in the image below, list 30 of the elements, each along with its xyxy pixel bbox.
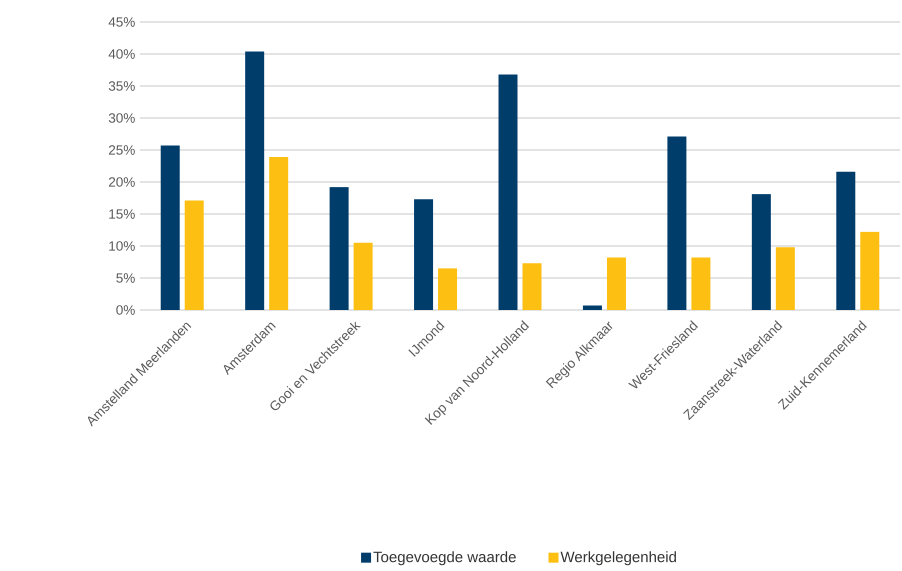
bar	[498, 74, 518, 310]
y-tick-label: 40%	[108, 49, 135, 59]
bar	[354, 242, 373, 310]
y-tick-label: 5%	[116, 273, 135, 283]
bar	[269, 157, 288, 310]
bar	[414, 199, 434, 310]
bar	[776, 247, 795, 310]
bar	[582, 306, 602, 310]
legend-label: Toegevoegde waarde	[373, 551, 516, 566]
bar	[245, 51, 264, 310]
bar	[860, 232, 880, 310]
y-tick-label: 15%	[109, 209, 135, 219]
y-tick-label: 25%	[108, 145, 135, 155]
bar	[522, 263, 542, 310]
y-tick-label: 30%	[108, 113, 135, 123]
bar	[691, 258, 710, 310]
bar	[184, 200, 204, 310]
bar	[752, 194, 771, 310]
bar	[606, 258, 626, 310]
bar	[836, 172, 856, 310]
bar	[667, 136, 686, 310]
y-tick-label: 0%	[116, 305, 135, 315]
y-tick-label: 45%	[108, 17, 135, 27]
y-tick-label: 35%	[108, 81, 135, 91]
legend-label: Werkgelegenheid	[560, 551, 676, 566]
bar	[160, 146, 180, 310]
y-tick-label: 10%	[109, 241, 135, 251]
y-tick-label: 20%	[108, 177, 135, 187]
bar	[330, 187, 349, 310]
bar	[438, 268, 458, 310]
